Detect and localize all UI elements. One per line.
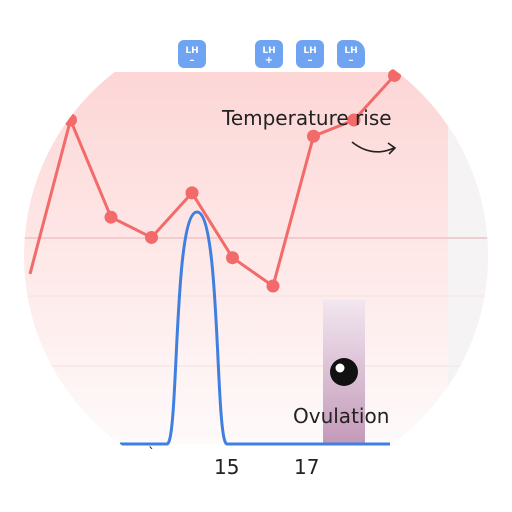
annotation-arrow [351,141,395,153]
temperature-rise-annotation: Temperature rise [222,106,392,130]
x-tick-label: 17 [294,455,320,479]
lh-badge-symbol: – [189,55,195,66]
x-tick-label: ` [148,446,155,462]
temperature-point[interactable] [266,279,280,293]
temperature-point[interactable] [64,113,77,127]
zone-background [24,72,488,444]
temperature-point[interactable] [388,68,401,82]
lh-badge-symbol: – [348,55,354,66]
x-tick-label: 15 [214,455,240,479]
future-zone [448,72,488,444]
temperature-point[interactable] [307,129,320,143]
lh-test-negative-badge[interactable]: LH – [178,40,206,68]
temperature-point[interactable] [145,230,158,244]
temperature-point[interactable] [185,186,199,200]
temperature-point[interactable] [347,113,361,127]
temperature-point[interactable] [104,210,118,224]
lh-badge-label: LH [262,46,276,56]
lh-test-negative-badge[interactable]: LH – [296,40,324,68]
ovulation-label: Ovulation [293,404,390,428]
lh-badge-label: LH [185,46,199,56]
annotation-arrowhead [387,142,397,155]
lh-test-positive-badge[interactable]: LH + [255,40,283,68]
ovulation-icon [330,358,358,386]
lh-badge-symbol: – [307,55,313,66]
lh-badge-label: LH [303,46,317,56]
lh-badge-label: LH [344,46,358,56]
lh-test-negative-badge[interactable]: LH – [337,40,365,68]
lh-curve [120,210,390,446]
temperature-point[interactable] [226,251,239,265]
lh-badge-symbol: + [264,55,274,66]
temperature-point[interactable] [428,52,442,66]
